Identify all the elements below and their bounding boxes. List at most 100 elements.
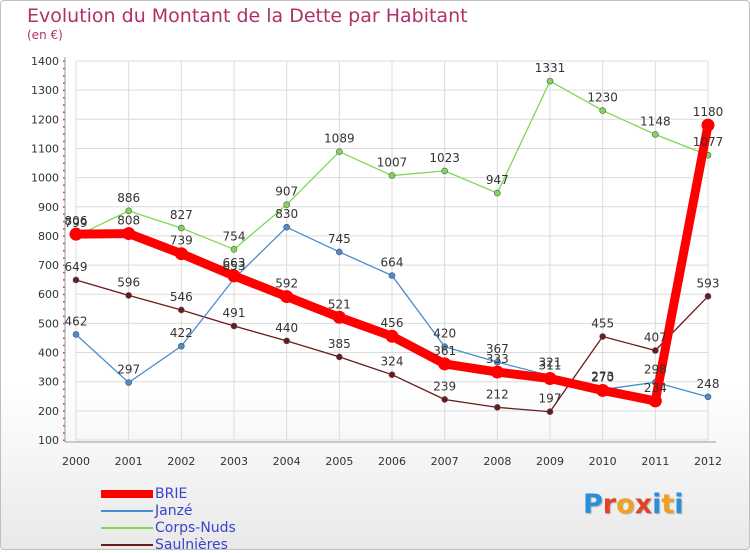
x-tick-label: 2001 [115, 455, 143, 468]
point-brie [490, 365, 504, 379]
y-minor-tick [63, 439, 65, 441]
y-minor-tick [63, 191, 65, 194]
y-minor-tick [63, 322, 65, 325]
y-minor-tick [63, 118, 65, 121]
y-tick-label: 200 [38, 405, 59, 418]
y-minor-tick [63, 250, 65, 252]
y-minor-tick [63, 169, 65, 172]
data-label-corps-nuds: 1077 [693, 135, 724, 149]
data-label-saulnieres: 239 [433, 379, 456, 393]
y-minor-tick [63, 213, 65, 216]
legend-swatch [101, 490, 153, 498]
x-tick-label: 2005 [325, 455, 353, 468]
y-minor-tick [63, 96, 65, 99]
legend-label: Corps-Nuds [155, 520, 236, 536]
point-corps-nuds [336, 148, 343, 155]
point-corps-nuds [388, 172, 396, 179]
y-minor-tick [63, 381, 65, 383]
data-label-janze: 420 [433, 327, 456, 341]
data-label-saulnieres: 385 [328, 337, 351, 351]
point-saulnieres [546, 408, 554, 416]
data-label-brie: 663 [223, 256, 246, 270]
data-label-corps-nuds: 1007 [377, 156, 408, 170]
y-minor-tick [63, 359, 65, 361]
data-label-corps-nuds: 907 [275, 185, 298, 199]
data-label-corps-nuds: 754 [223, 229, 246, 243]
data-label-corps-nuds: 886 [117, 191, 140, 205]
y-minor-tick [63, 206, 65, 208]
point-janze [178, 342, 185, 350]
data-label-brie: 333 [486, 352, 509, 366]
point-brie [648, 394, 662, 408]
point-brie [332, 310, 346, 324]
legend-swatch [101, 527, 153, 529]
point-janze [283, 223, 290, 231]
x-tick-label: 2008 [483, 455, 511, 468]
point-saulnieres [125, 292, 132, 299]
legend-item-corps-nuds: Corps-Nuds [101, 520, 236, 536]
data-label-brie: 521 [328, 297, 351, 311]
point-saulnieres [72, 276, 80, 284]
y-tick-label: 100 [38, 434, 59, 447]
y-minor-tick [63, 89, 65, 92]
point-janze [125, 379, 132, 386]
data-label-janze: 273 [591, 370, 614, 384]
data-label-janze: 248 [697, 377, 720, 391]
data-label-brie: 456 [381, 316, 404, 330]
data-label-saulnieres: 593 [697, 276, 720, 290]
data-label-corps-nuds: 799 [65, 216, 88, 230]
y-minor-tick [63, 82, 65, 84]
y-minor-tick [63, 155, 65, 157]
data-label-corps-nuds: 947 [486, 173, 509, 187]
point-corps-nuds [178, 224, 185, 232]
point-corps-nuds [230, 246, 238, 253]
y-minor-tick [63, 344, 65, 347]
point-janze [494, 358, 501, 366]
point-brie [122, 227, 136, 241]
y-tick-label: 1000 [31, 172, 59, 185]
y-minor-tick [63, 410, 65, 412]
x-tick-label: 2000 [62, 455, 90, 468]
data-label-janze: 653 [223, 259, 246, 273]
legend-swatch [101, 510, 153, 512]
data-label-janze: 830 [275, 207, 298, 221]
y-minor-tick [63, 388, 65, 390]
point-janze [704, 393, 712, 401]
y-minor-tick [63, 75, 65, 77]
point-brie [543, 371, 557, 385]
y-minor-tick [63, 177, 65, 179]
y-minor-tick [63, 337, 65, 339]
legend-item-janze: Janzé [101, 503, 193, 519]
data-label-saulnieres: 596 [117, 275, 140, 289]
data-label-saulnieres: 546 [170, 290, 193, 304]
data-label-saulnieres: 455 [591, 317, 614, 331]
point-saulnieres [652, 347, 659, 354]
point-saulnieres [336, 353, 343, 361]
data-label-saulnieres: 197 [539, 392, 562, 406]
data-label-corps-nuds: 1331 [535, 61, 566, 75]
data-label-brie: 806 [65, 214, 88, 228]
point-saulnieres [283, 337, 290, 345]
data-label-janze: 297 [117, 363, 140, 377]
y-minor-tick [63, 366, 65, 369]
point-janze [336, 248, 343, 256]
x-tick-label: 2010 [589, 455, 617, 468]
y-minor-tick [63, 279, 65, 281]
point-janze [441, 343, 448, 351]
y-minor-tick [63, 242, 65, 245]
data-label-saulnieres: 324 [381, 355, 404, 369]
y-tick-label: 700 [38, 259, 59, 272]
legend-item-brie: BRIE [101, 486, 187, 502]
legend-label: BRIE [155, 486, 188, 502]
data-label-janze: 321 [539, 356, 562, 370]
y-minor-tick [63, 293, 65, 296]
data-label-brie: 592 [275, 277, 298, 291]
point-saulnieres [599, 333, 606, 340]
point-brie [280, 290, 294, 304]
chart-title: Evolution du Montant de la Dette par Hab… [27, 5, 468, 27]
y-tick-label: 1400 [31, 55, 59, 68]
y-minor-tick [63, 111, 65, 114]
point-brie [701, 118, 715, 132]
proxiti-logo: Proxiti [583, 489, 684, 520]
